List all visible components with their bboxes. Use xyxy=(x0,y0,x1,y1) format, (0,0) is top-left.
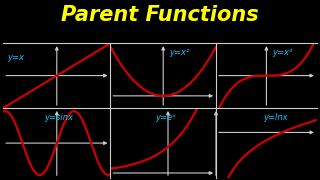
Text: Parent Functions: Parent Functions xyxy=(61,5,259,25)
Text: y=eˣ: y=eˣ xyxy=(155,113,176,122)
Text: y=lnx: y=lnx xyxy=(263,113,288,122)
Text: y=x³: y=x³ xyxy=(272,48,293,57)
Text: y=x²: y=x² xyxy=(170,48,190,57)
Text: y=sinx: y=sinx xyxy=(44,113,73,122)
Text: y=x: y=x xyxy=(7,53,25,62)
